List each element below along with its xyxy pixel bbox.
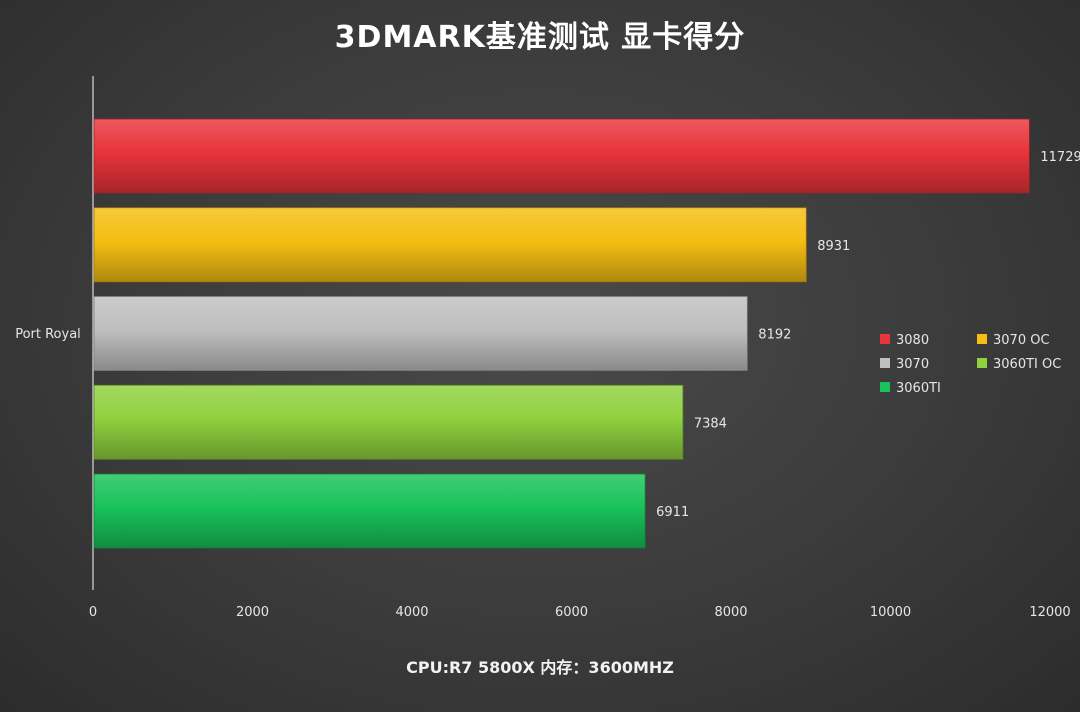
legend-swatch [977, 358, 987, 368]
x-tick-label: 8000 [714, 605, 747, 620]
data-label: 11729 [1040, 150, 1080, 165]
x-tick-label: 2000 [236, 605, 269, 620]
bar-3080 [93, 118, 1030, 194]
x-tick-label: 0 [89, 605, 97, 620]
legend-label: 3070 [896, 357, 929, 372]
x-tick-label: 6000 [555, 605, 588, 620]
x-tick-label: 12000 [1029, 605, 1070, 620]
legend-label: 3060TI OC [993, 357, 1061, 372]
x-tick-label: 4000 [395, 605, 428, 620]
legend-swatch [880, 382, 890, 392]
bar-3070 [93, 296, 748, 371]
bar-3060ti-oc [93, 384, 684, 460]
legend-label: 3060TI [896, 381, 941, 396]
bar-3060ti [93, 473, 646, 549]
x-tick-label: 10000 [870, 605, 911, 620]
legend-label: 3080 [896, 333, 929, 348]
legend-swatch [977, 334, 987, 344]
category-label: Port Royal [15, 327, 81, 342]
data-label: 8192 [758, 328, 791, 343]
chart-title: 3DMARK基准测试 显卡得分 [334, 20, 746, 55]
data-label: 8931 [817, 239, 850, 254]
data-label: 7384 [694, 416, 727, 431]
chart-subtitle: CPU:R7 5800X 内存：3600MHZ [406, 658, 674, 677]
data-label: 6911 [656, 505, 689, 520]
legend-label: 3070 OC [993, 333, 1050, 348]
legend-swatch [880, 334, 890, 344]
bar-3070-oc [93, 207, 807, 283]
legend-swatch [880, 358, 890, 368]
